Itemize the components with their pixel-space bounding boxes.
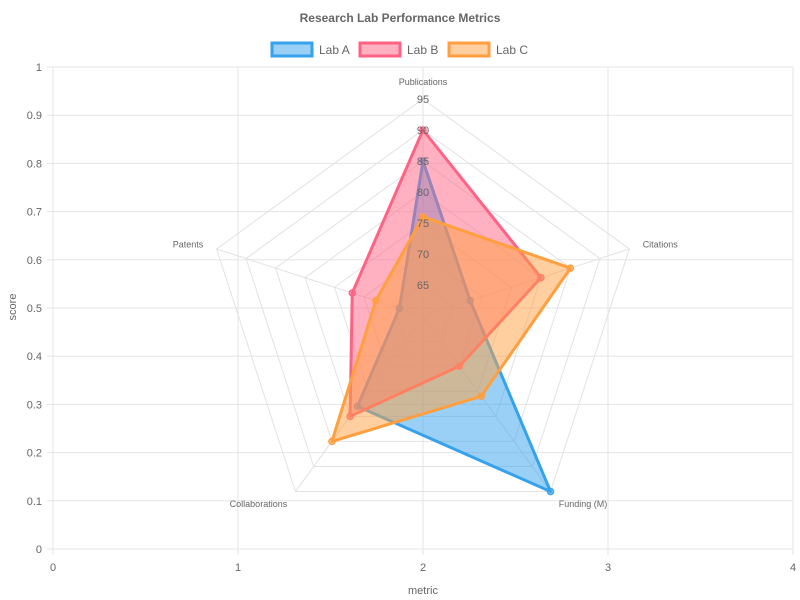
series-point: [477, 392, 486, 401]
radar-tick-label: 70: [417, 249, 429, 261]
legend-swatch: [358, 41, 402, 58]
y-tick-label: 0.3: [27, 399, 42, 411]
y-tick-label: 0: [36, 544, 42, 556]
series-point: [372, 296, 380, 305]
series-area: [330, 215, 572, 443]
x-tick-label: 0: [50, 562, 56, 574]
radar-gridline: [274, 160, 572, 442]
x-axis-ticks: 0 1 2 3 4: [50, 562, 796, 574]
series-point: [566, 264, 575, 272]
radar-gridline: [245, 129, 601, 467]
legend: Lab A Lab B Lab C: [270, 41, 528, 58]
radar-point-label: Publications: [399, 77, 448, 87]
y-tick-label: 0.1: [27, 496, 42, 508]
y-tick-label: 0.8: [27, 158, 42, 170]
series-point: [419, 126, 427, 134]
x-tick-label: 4: [790, 562, 796, 574]
legend-label: Lab A: [319, 43, 350, 57]
radar-tick-label: 95: [417, 94, 429, 106]
radar-point-label: Citations: [643, 240, 679, 250]
radar-tick-label: 65: [417, 280, 429, 292]
radar-tick-label: 80: [417, 187, 429, 199]
x-tick-label: 2: [420, 562, 426, 574]
legend-label: Lab C: [496, 43, 528, 57]
y-tick-label: 0.9: [27, 110, 42, 122]
radar-tick-label: 85: [417, 156, 429, 168]
y-axis-title: score: [7, 294, 19, 321]
radar-point-label: Funding (M): [559, 499, 608, 509]
radar-series: [328, 126, 575, 496]
radar-tick-label: 90: [417, 125, 429, 137]
y-axis-ticks: 0 0.1 0.2 0.3 0.4 0.5 0.6 0.7 0.8 0.9 1: [27, 62, 42, 556]
series-point: [348, 289, 356, 297]
series-point: [328, 437, 336, 446]
series-point: [546, 487, 555, 496]
legend-swatch: [447, 41, 491, 58]
legend-swatch: [270, 41, 314, 58]
radar-gridline: [216, 98, 630, 493]
radar-tick-labels: 65 70 75 80 85 90 95: [417, 94, 429, 292]
x-axis-title: metric: [408, 585, 438, 597]
radar-tick-label: 75: [417, 218, 429, 230]
series-point: [419, 213, 427, 221]
radar-point-label: Patents: [173, 240, 204, 250]
legend-label: Lab B: [407, 43, 438, 57]
y-tick-label: 0.7: [27, 207, 42, 219]
y-tick-label: 0.4: [27, 351, 42, 363]
chart-title: Research Lab Performance Metrics: [300, 11, 501, 25]
y-tick-label: 0.5: [27, 303, 42, 315]
radar-point-label: Collaborations: [230, 499, 288, 509]
y-tick-label: 0.2: [27, 448, 42, 460]
y-tick-label: 1: [36, 62, 42, 74]
x-tick-label: 3: [605, 562, 611, 574]
x-tick-label: 1: [235, 562, 241, 574]
y-tick-label: 0.6: [27, 255, 42, 267]
radar-point-labels: Publications Citations Funding (M) Collabor…: [173, 77, 678, 509]
